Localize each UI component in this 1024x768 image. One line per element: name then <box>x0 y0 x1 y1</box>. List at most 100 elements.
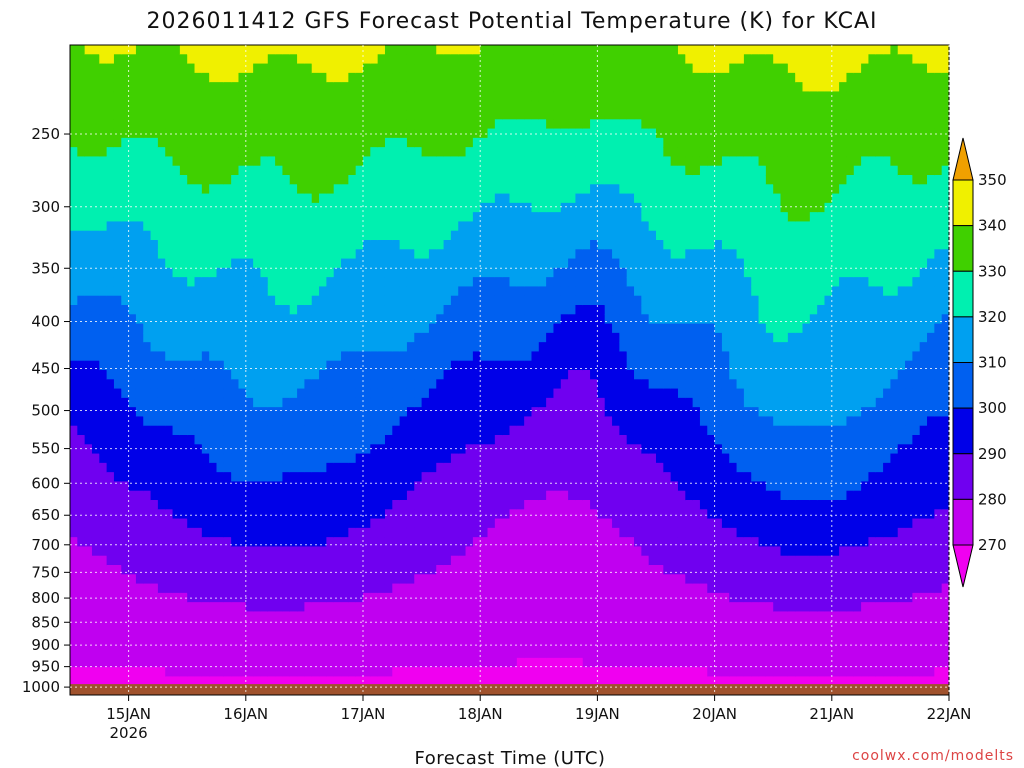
theta-cell <box>421 63 430 74</box>
theta-cell <box>304 602 313 613</box>
theta-cell <box>546 630 555 640</box>
theta-cell <box>487 128 496 139</box>
theta-cell <box>560 212 569 223</box>
theta-cell <box>480 630 489 640</box>
theta-cell <box>113 425 122 436</box>
theta-cell <box>553 82 562 93</box>
theta-cell <box>150 332 159 343</box>
theta-cell <box>231 490 240 501</box>
theta-cell <box>91 500 100 510</box>
theta-cell <box>458 397 467 408</box>
theta-cell <box>223 277 232 288</box>
theta-cell <box>128 277 137 288</box>
theta-cell <box>524 583 533 594</box>
theta-cell <box>194 657 203 668</box>
theta-cell <box>201 574 210 585</box>
theta-cell <box>260 314 269 325</box>
theta-cell <box>297 240 305 250</box>
theta-cell <box>91 54 100 65</box>
theta-cell <box>421 45 430 55</box>
theta-cell <box>231 249 240 260</box>
theta-cell <box>516 602 525 613</box>
theta-cell <box>267 500 276 510</box>
theta-cell <box>509 407 518 418</box>
theta-cell <box>172 277 181 288</box>
theta-cell <box>472 72 481 83</box>
theta-cell <box>546 184 555 195</box>
theta-cell <box>70 184 78 195</box>
theta-cell <box>553 342 562 353</box>
theta-cell <box>399 267 408 278</box>
theta-cell <box>99 202 108 213</box>
theta-cell <box>282 425 291 436</box>
theta-cell <box>363 657 371 668</box>
theta-cell <box>194 592 203 603</box>
theta-cell <box>84 165 93 176</box>
theta-cell <box>546 277 555 288</box>
theta-cell <box>216 462 225 473</box>
theta-cell <box>106 555 115 566</box>
theta-cell <box>77 212 86 223</box>
theta-cell <box>267 639 276 650</box>
theta-cell <box>524 370 533 380</box>
theta-cell <box>216 527 225 538</box>
theta-cell <box>99 212 108 223</box>
theta-cell <box>135 230 144 241</box>
theta-cell <box>223 72 232 83</box>
theta-cell <box>333 537 342 548</box>
theta-cell <box>231 546 240 557</box>
theta-cell <box>77 128 86 139</box>
theta-cell <box>282 639 291 650</box>
theta-cell <box>538 620 547 631</box>
theta-cell <box>414 221 423 232</box>
theta-cell <box>582 332 591 343</box>
theta-cell <box>128 388 137 399</box>
theta-cell <box>216 555 225 566</box>
theta-cell <box>582 351 591 362</box>
theta-cell <box>524 147 533 158</box>
theta-cell <box>216 110 225 120</box>
theta-cell <box>187 500 196 510</box>
theta-cell <box>538 323 547 334</box>
theta-cell <box>406 110 415 120</box>
theta-cell <box>319 388 327 399</box>
theta-cell <box>575 332 584 343</box>
theta-cell <box>538 425 547 436</box>
theta-cell <box>77 240 86 250</box>
theta-cell <box>553 537 562 548</box>
theta-cell <box>172 472 181 483</box>
theta-cell <box>216 165 225 176</box>
theta-cell <box>238 527 247 538</box>
theta-cell <box>297 407 305 418</box>
theta-cell <box>135 314 144 325</box>
theta-cell <box>509 277 518 288</box>
theta-cell <box>223 416 232 427</box>
theta-cell <box>165 657 174 668</box>
theta-cell <box>553 193 562 204</box>
theta-cell <box>179 193 188 204</box>
theta-cell <box>245 583 254 594</box>
theta-cell <box>421 481 430 492</box>
theta-cell <box>582 91 591 102</box>
theta-cell <box>568 425 577 436</box>
theta-cell <box>516 360 525 371</box>
theta-cell <box>179 147 188 158</box>
theta-cell <box>106 286 115 297</box>
theta-cell <box>128 620 137 631</box>
theta-cell <box>289 258 298 269</box>
theta-cell <box>150 407 159 418</box>
theta-cell <box>465 72 474 83</box>
theta-cell <box>201 286 210 297</box>
theta-cell <box>450 639 459 650</box>
theta-cell <box>157 119 166 130</box>
theta-cell <box>546 202 555 213</box>
theta-cell <box>282 147 291 158</box>
theta-cell <box>531 667 540 678</box>
theta-cell <box>106 537 115 548</box>
theta-cell <box>546 128 555 139</box>
theta-cell <box>223 351 232 362</box>
theta-cell <box>223 425 232 436</box>
theta-cell <box>465 277 474 288</box>
theta-cell <box>319 472 327 483</box>
theta-cell <box>414 592 423 603</box>
